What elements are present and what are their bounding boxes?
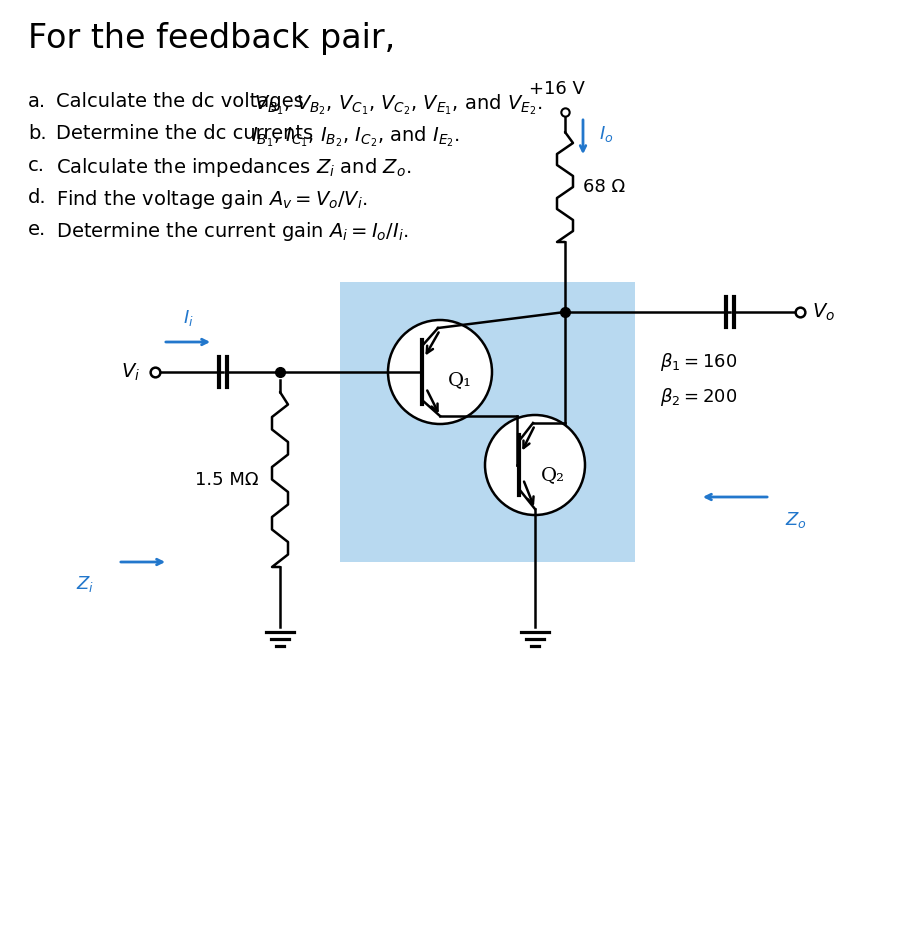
Text: $V_o$: $V_o$	[812, 302, 835, 323]
Text: $Z_i$: $Z_i$	[76, 574, 94, 594]
Text: $I_o$: $I_o$	[599, 124, 613, 144]
Text: Determine the current gain $A_i = I_o/I_i$.: Determine the current gain $A_i = I_o/I_…	[56, 220, 408, 243]
Text: $Z_o$: $Z_o$	[785, 510, 807, 530]
Text: Calculate the dc voltages: Calculate the dc voltages	[56, 92, 310, 111]
Bar	[340, 282, 635, 562]
Text: 1.5 MΩ: 1.5 MΩ	[195, 471, 259, 489]
Text: 68 Ω: 68 Ω	[583, 178, 625, 196]
Text: $I_i$: $I_i$	[182, 308, 193, 328]
Text: Calculate the impedances $Z_i$ and $Z_o$.: Calculate the impedances $Z_i$ and $Z_o$…	[56, 156, 411, 179]
Text: Q₂: Q₂	[541, 466, 565, 484]
Text: Find the voltage gain $A_v = V_o/V_i$.: Find the voltage gain $A_v = V_o/V_i$.	[56, 188, 368, 211]
Text: For the feedback pair,: For the feedback pair,	[28, 22, 396, 55]
Text: c.: c.	[28, 156, 45, 175]
Text: Determine the dc currents: Determine the dc currents	[56, 124, 319, 143]
Circle shape	[388, 320, 492, 424]
Text: Q₁: Q₁	[448, 371, 472, 389]
Text: $I_{B_1}$, $I_{C_1}$, $I_{B_2}$, $I_{C_2}$, and $I_{E_2}$.: $I_{B_1}$, $I_{C_1}$, $I_{B_2}$, $I_{C_2…	[251, 124, 460, 149]
Text: $\beta_2 = 200$: $\beta_2 = 200$	[660, 386, 737, 408]
Text: e.: e.	[28, 220, 46, 239]
Circle shape	[485, 415, 585, 515]
Text: d.: d.	[28, 188, 47, 207]
Text: $\beta_1 = 160$: $\beta_1 = 160$	[660, 351, 737, 373]
Text: $V_i$: $V_i$	[121, 362, 140, 383]
Text: $V_{B_1}$, $V_{B_2}$, $V_{C_1}$, $V_{C_2}$, $V_{E_1}$, and $V_{E_2}$.: $V_{B_1}$, $V_{B_2}$, $V_{C_1}$, $V_{C_2…	[254, 92, 542, 116]
Text: b.: b.	[28, 124, 47, 143]
Text: a.: a.	[28, 92, 46, 111]
Text: +16 V: +16 V	[530, 80, 585, 98]
